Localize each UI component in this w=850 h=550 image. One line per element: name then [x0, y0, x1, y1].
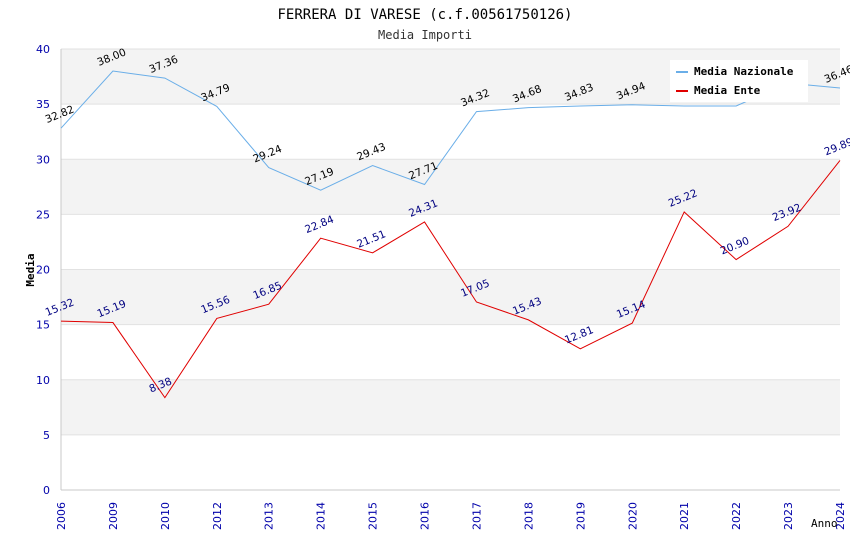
- grid-band: [61, 324, 840, 380]
- grid-band: [61, 159, 840, 215]
- x-axis-ticks: 2006 2009 2010 2012 2013 2014 2015 2016 2017 2018…: [55, 502, 847, 530]
- chart-subtitle: Media Importi: [378, 28, 472, 42]
- x-tick-label: 2023: [782, 502, 795, 530]
- x-tick-label: 2013: [263, 502, 276, 530]
- y-tick-label: 10: [36, 374, 50, 387]
- x-tick-label: 2016: [419, 502, 432, 530]
- y-tick-label: 0: [43, 484, 50, 497]
- series-line-nazionale: [60, 70, 841, 191]
- grid-bands: [61, 48, 840, 491]
- grid-band: [61, 269, 840, 325]
- x-axis-label: Anno: [811, 517, 838, 530]
- grid-band: [61, 104, 840, 160]
- legend-label-ente: Media Ente: [694, 84, 761, 97]
- x-tick-label: 2021: [678, 502, 691, 530]
- y-axis-ticks: 0 5 10 15 20 25 30 35 40: [36, 43, 50, 497]
- x-tick-label: 2020: [626, 502, 639, 530]
- series-lines: [60, 70, 841, 399]
- legend-label-nazionale: Media Nazionale: [694, 65, 794, 78]
- x-tick-label: 2015: [367, 502, 380, 530]
- x-tick-label: 2012: [211, 502, 224, 530]
- grid-band: [61, 434, 840, 490]
- x-tick-label: 2006: [55, 502, 68, 530]
- x-tick-label: 2022: [730, 502, 743, 530]
- x-tick-label: 2018: [522, 502, 535, 530]
- x-tick-label: 2019: [574, 502, 587, 530]
- grid-band: [61, 214, 840, 270]
- x-tick-label: 2014: [315, 502, 328, 530]
- y-axis-label: Media: [24, 253, 37, 286]
- series-line-ente: [60, 160, 841, 399]
- y-tick-label: 20: [36, 264, 50, 277]
- y-tick-label: 25: [36, 208, 50, 221]
- legend: Media Nazionale Media Ente: [670, 60, 808, 102]
- grid-band: [61, 379, 840, 435]
- y-tick-label: 40: [36, 43, 50, 56]
- x-tick-label: 2010: [159, 502, 172, 530]
- y-tick-label: 5: [43, 429, 50, 442]
- x-tick-label: 2009: [107, 502, 120, 530]
- y-tick-label: 15: [36, 319, 50, 332]
- chart-title: FERRERA DI VARESE (c.f.00561750126): [277, 7, 572, 23]
- legend-box: [670, 60, 808, 102]
- y-tick-label: 30: [36, 153, 50, 166]
- y-tick-label: 35: [36, 98, 50, 111]
- x-tick-label: 2024: [834, 502, 847, 530]
- x-tick-label: 2017: [470, 502, 483, 530]
